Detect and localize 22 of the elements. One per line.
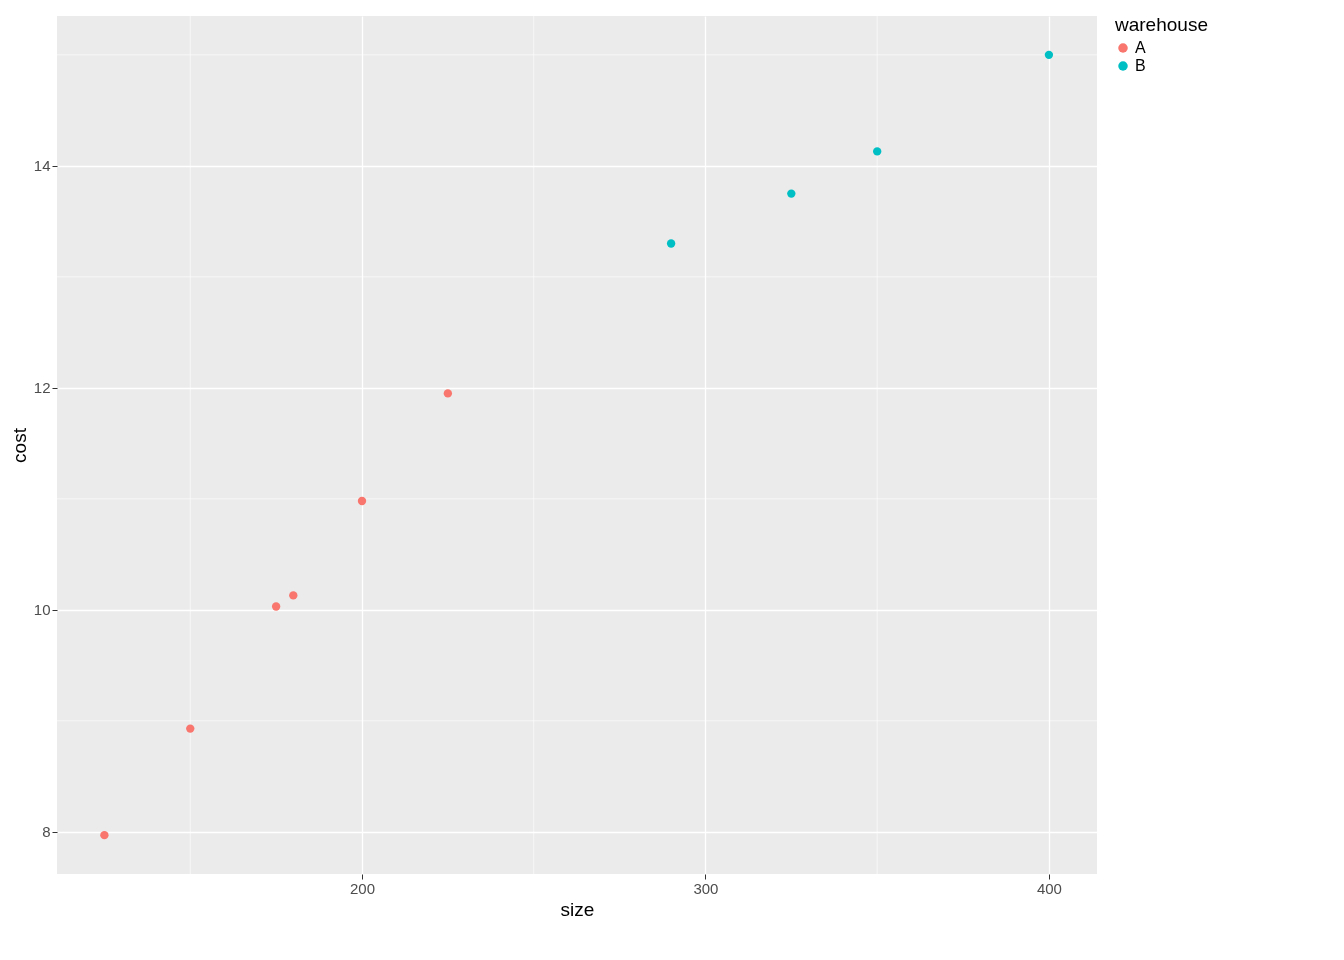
- y-tick-label: 14: [33, 157, 51, 175]
- point: [186, 724, 195, 733]
- point: [289, 591, 298, 600]
- point: [1044, 50, 1054, 60]
- point: [873, 147, 882, 156]
- point: [787, 189, 796, 198]
- x-axis-title: size: [560, 898, 595, 920]
- y-tick-label: 12: [33, 379, 51, 397]
- legend-label: A: [1135, 39, 1146, 56]
- y-tick-label: 8: [42, 823, 51, 841]
- y-axis-title: cost: [8, 427, 30, 463]
- point: [666, 239, 676, 248]
- x-tick-label: 300: [693, 879, 719, 897]
- y-tick-label: 10: [33, 601, 51, 619]
- legend-label: B: [1135, 57, 1146, 74]
- x-tick-label: 400: [1036, 879, 1062, 897]
- point: [100, 830, 109, 840]
- x-tick-label: 200: [349, 879, 376, 897]
- point: [357, 496, 367, 506]
- legend-title: warehouse: [1114, 14, 1208, 35]
- point: [271, 602, 281, 611]
- point: [443, 389, 453, 398]
